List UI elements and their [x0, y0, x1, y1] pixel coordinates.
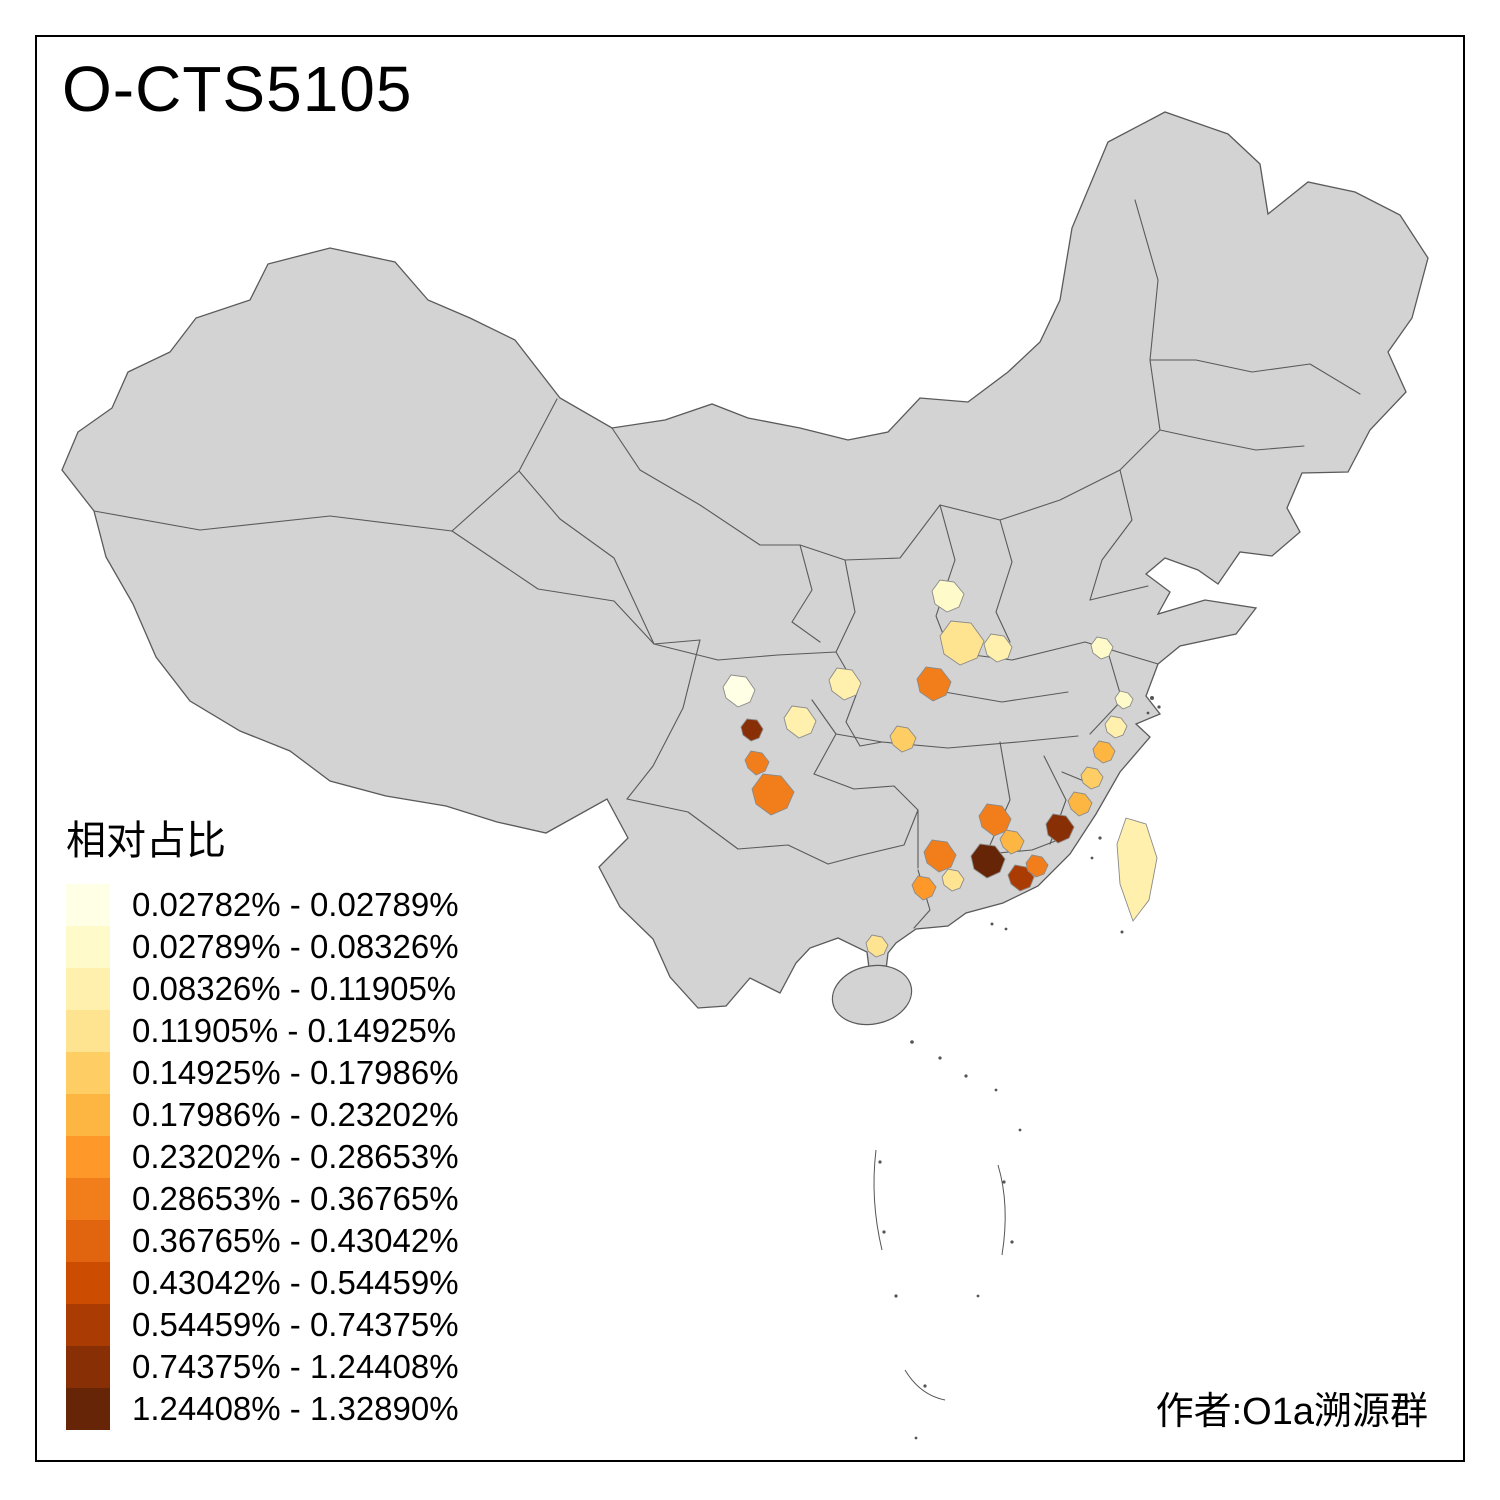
prefecture-region — [1068, 792, 1092, 816]
legend-row: 0.74375% - 1.24408% — [66, 1346, 459, 1388]
legend-swatch — [66, 1136, 110, 1178]
legend-swatch — [66, 884, 110, 926]
prefecture-region — [723, 675, 755, 707]
prefecture-region — [752, 774, 794, 815]
legend-swatch — [66, 1388, 110, 1430]
prefecture-region — [979, 804, 1011, 836]
legend-row: 0.08326% - 0.11905% — [66, 968, 459, 1010]
legend-swatch — [66, 1304, 110, 1346]
legend-class-label: 0.36765% - 0.43042% — [132, 1222, 459, 1259]
legend-class-label: 0.43042% - 0.54459% — [132, 1264, 459, 1301]
legend-class-label: 0.08326% - 0.11905% — [132, 970, 457, 1007]
legend-class-label: 0.28653% - 0.36765% — [132, 1180, 459, 1217]
legend-row: 0.02782% - 0.02789% — [66, 884, 459, 926]
prefecture-region — [890, 726, 916, 752]
legend: 相对占比 0.02782% - 0.02789% 0.02789% - 0.083… — [66, 808, 459, 1430]
prefecture-region — [1008, 865, 1034, 891]
legend-class-label: 0.74375% - 1.24408% — [132, 1348, 459, 1385]
prefecture-region — [1093, 741, 1115, 763]
legend-class-label: 0.23202% - 0.28653% — [132, 1138, 459, 1175]
legend-swatch — [66, 1010, 110, 1052]
reef-arcs — [874, 1150, 1005, 1400]
prefecture-region — [1081, 767, 1103, 789]
legend-swatch — [66, 1178, 110, 1220]
prefecture-region — [741, 719, 763, 741]
prefecture-region — [1091, 637, 1113, 659]
legend-class-label: 0.11905% - 0.14925% — [132, 1012, 457, 1049]
province-borders — [94, 200, 1360, 928]
prefecture-region — [829, 668, 861, 700]
choropleth-regions — [723, 580, 1157, 957]
page-title: O-CTS5105 — [62, 53, 413, 125]
hainan-island-shape — [827, 958, 917, 1031]
prefecture-region — [932, 580, 964, 612]
taiwan-island-shape — [1117, 818, 1157, 921]
legend-swatch — [66, 1220, 110, 1262]
prefecture-region — [1026, 855, 1048, 877]
prefecture-region — [917, 667, 951, 701]
legend-row: 1.24408% - 1.32890% — [66, 1388, 459, 1430]
legend-swatch — [66, 968, 110, 1010]
legend-class-label: 0.54459% - 0.74375% — [132, 1306, 459, 1343]
legend-title: 相对占比 — [66, 819, 226, 863]
prefecture-region — [971, 844, 1005, 878]
legend-row: 0.02789% - 0.08326% — [66, 926, 459, 968]
legend-class-label: 1.24408% - 1.32890% — [132, 1390, 459, 1427]
legend-rows: 0.02782% - 0.02789% 0.02789% - 0.08326% 0.… — [66, 884, 459, 1430]
legend-class-label: 0.02782% - 0.02789% — [132, 886, 459, 923]
prefecture-region — [984, 634, 1012, 662]
island-specks — [878, 696, 1161, 1440]
legend-class-label: 0.02789% - 0.08326% — [132, 928, 459, 965]
legend-swatch — [66, 1052, 110, 1094]
legend-row: 0.11905% - 0.14925% — [66, 1010, 459, 1052]
prefecture-region — [866, 935, 888, 957]
legend-row: 0.14925% - 0.17986% — [66, 1052, 459, 1094]
legend-row: 0.36765% - 0.43042% — [66, 1220, 459, 1262]
legend-swatch — [66, 926, 110, 968]
legend-row: 0.23202% - 0.28653% — [66, 1136, 459, 1178]
legend-row: 0.54459% - 0.74375% — [66, 1304, 459, 1346]
legend-swatch — [66, 1262, 110, 1304]
attribution: 作者:O1a溯源群 — [1155, 1391, 1428, 1433]
legend-class-label: 0.14925% - 0.17986% — [132, 1054, 459, 1091]
legend-class-label: 0.17986% - 0.23202% — [132, 1096, 459, 1133]
prefecture-region — [912, 876, 936, 900]
legend-swatch — [66, 1346, 110, 1388]
prefecture-region — [784, 706, 816, 738]
prefecture-region — [1046, 814, 1074, 843]
prefecture-region — [942, 869, 964, 891]
prefecture-region — [924, 840, 956, 872]
legend-row: 0.17986% - 0.23202% — [66, 1094, 459, 1136]
prefecture-region — [745, 751, 769, 775]
prefecture-region — [1105, 716, 1127, 738]
legend-row: 0.43042% - 0.54459% — [66, 1262, 459, 1304]
legend-row: 0.28653% - 0.36765% — [66, 1178, 459, 1220]
legend-swatch — [66, 1094, 110, 1136]
prefecture-region — [940, 621, 984, 665]
prefecture-region — [1115, 691, 1133, 709]
prefecture-region — [1000, 830, 1024, 854]
